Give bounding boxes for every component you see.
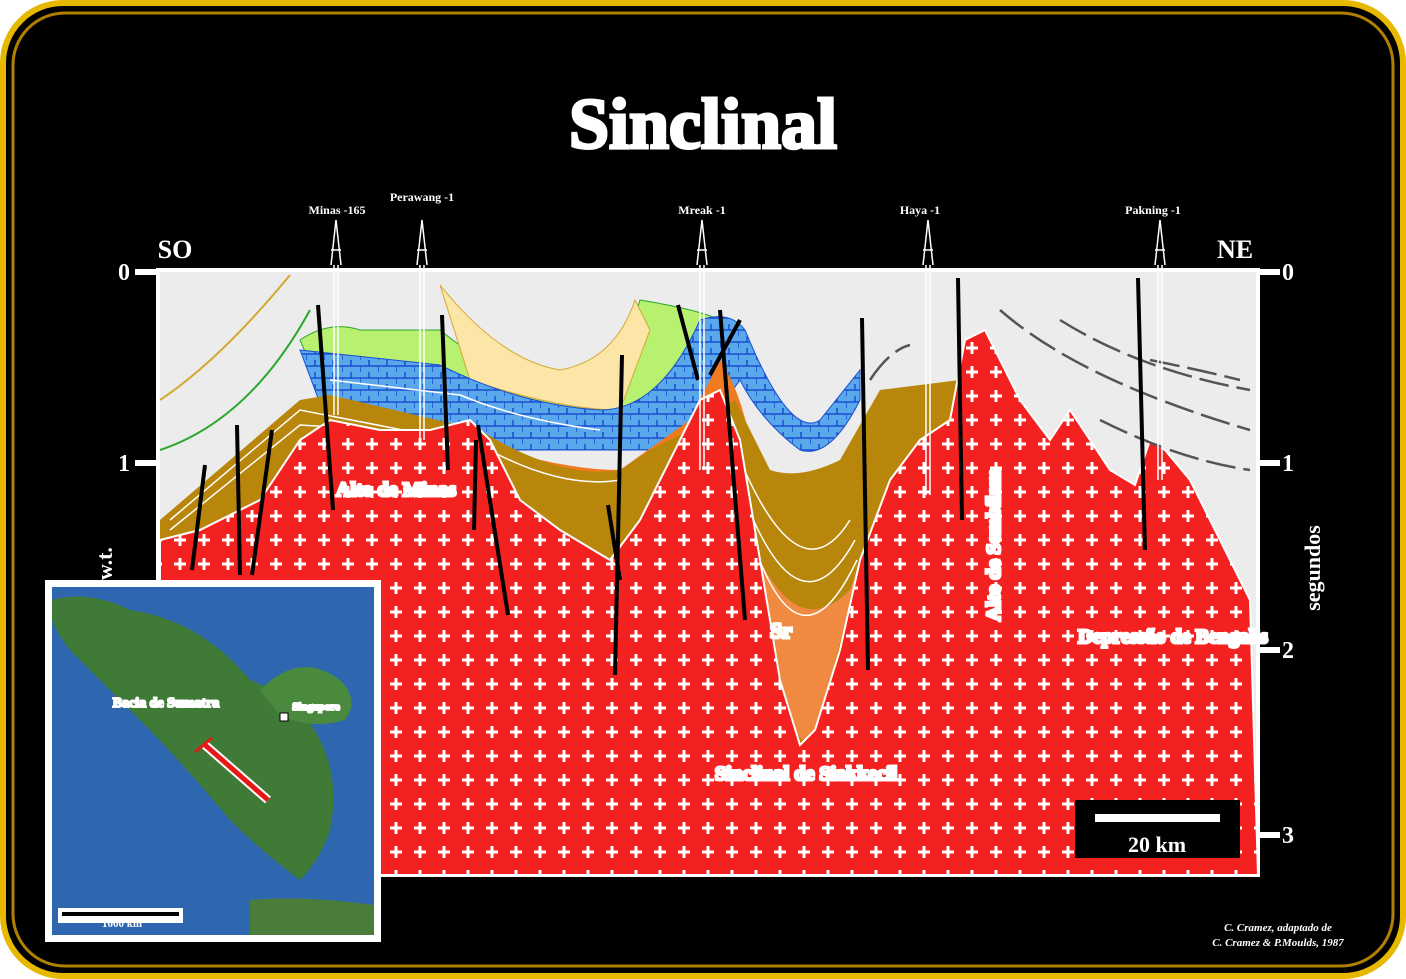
well-name: Perawang -1 — [390, 190, 454, 204]
right-axis-label: segundos — [1300, 525, 1325, 611]
tick-mark — [135, 460, 157, 466]
tick-mark — [1258, 647, 1280, 653]
end-label: SO — [158, 235, 193, 264]
well-name: Mreak -1 — [678, 203, 725, 217]
tick-label: 0 — [1282, 260, 1294, 286]
tick-label: 1 — [1282, 451, 1294, 477]
tick-label: 3 — [1282, 823, 1294, 849]
label: Alto de Minas — [336, 479, 456, 501]
axis-ticks: 0 1 0 1 2 3 — [118, 260, 1294, 849]
label: Depressão de Bengalis — [1078, 626, 1268, 648]
title: Sinclinal — [569, 84, 837, 164]
inset-label: Singapore — [292, 701, 340, 713]
end-label: NE — [1217, 235, 1253, 264]
tick-label: 2 — [1282, 638, 1294, 664]
tick-mark — [135, 269, 157, 275]
tick-label: 0 — [118, 260, 130, 286]
tick-mark — [1258, 269, 1280, 275]
scale-label: 20 km — [1128, 832, 1186, 857]
label: Sr — [770, 618, 792, 643]
wells — [330, 219, 1166, 495]
label: Sinclinal de Siakkecil — [715, 763, 898, 785]
tick-label: 1 — [118, 451, 130, 477]
inset-label: Bacia de Sumatra — [113, 696, 220, 711]
tick-mark — [1258, 832, 1280, 838]
label: Alto de Sembilam — [983, 469, 1005, 622]
credit: C. Cramez, adaptado de — [1224, 922, 1332, 934]
credit: C. Cramez & P.Moulds, 1987 — [1212, 937, 1344, 949]
well-name: Pakning -1 — [1125, 203, 1181, 217]
inset-map — [45, 580, 381, 942]
scale-box — [1075, 800, 1240, 858]
inset-scale: 1000 km — [102, 918, 142, 930]
tick-mark — [1258, 460, 1280, 466]
well-name: Haya -1 — [900, 203, 940, 217]
well-name: Minas -165 — [309, 203, 366, 217]
